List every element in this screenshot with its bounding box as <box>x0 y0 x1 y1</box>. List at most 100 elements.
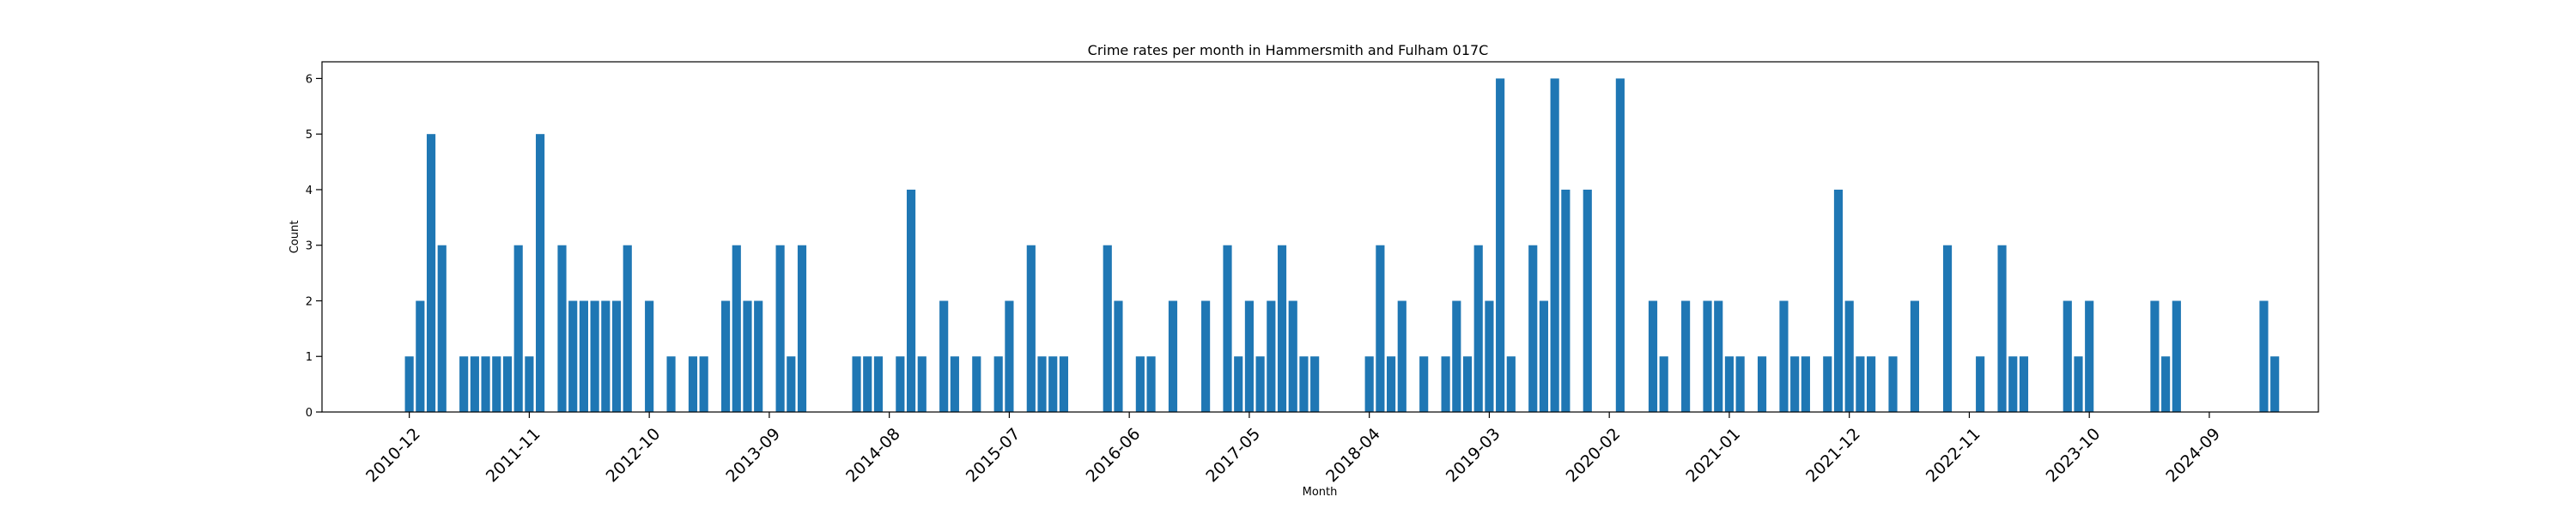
bar-2018-05 <box>1376 245 1385 412</box>
bar-2017-01 <box>1201 300 1211 412</box>
bars-group <box>404 78 2280 413</box>
bar-2022-12 <box>1976 356 1985 412</box>
bar-2017-08 <box>1277 245 1287 412</box>
bar-2013-06 <box>732 245 741 412</box>
x-tick-label: 2018-04 <box>1322 425 1384 487</box>
bar-2017-07 <box>1267 300 1276 412</box>
bar-2012-12 <box>666 356 676 412</box>
bar-2017-04 <box>1234 356 1243 412</box>
bar-2019-02 <box>1473 245 1483 412</box>
x-tick-label: 2019-03 <box>1443 425 1504 487</box>
bar-2020-06 <box>1648 300 1658 412</box>
bar-2018-04 <box>1364 356 1374 412</box>
x-tick-label: 2022-11 <box>1923 425 1984 487</box>
bar-2014-11 <box>917 356 927 412</box>
x-tick-label: 2013-09 <box>722 425 784 487</box>
bar-2011-06 <box>470 356 479 412</box>
bar-2023-04 <box>2019 356 2029 412</box>
bar-2021-10 <box>1823 356 1832 412</box>
bar-2019-04 <box>1496 78 1505 413</box>
bar-2014-09 <box>896 356 905 412</box>
y-tick-label: 1 <box>306 351 313 364</box>
bar-2015-02 <box>950 356 959 412</box>
bar-2018-07 <box>1397 300 1406 412</box>
x-tick-label: 2011-11 <box>483 425 544 487</box>
y-tick-label: 6 <box>306 73 313 86</box>
bar-2015-06 <box>993 356 1003 412</box>
bar-2021-01 <box>1724 356 1735 412</box>
bar-2019-08 <box>1539 300 1549 412</box>
bar-2019-07 <box>1528 245 1538 412</box>
bar-2013-05 <box>721 300 731 412</box>
bar-2012-08 <box>623 245 632 412</box>
x-tick-label: 2017-05 <box>1202 425 1264 487</box>
bar-2011-01 <box>416 300 425 412</box>
bar-2018-06 <box>1387 356 1396 412</box>
x-tick-label: 2016-06 <box>1083 425 1145 487</box>
bar-2022-09 <box>1942 245 1953 412</box>
bar-2023-03 <box>2008 356 2018 412</box>
bar-2021-08 <box>1801 356 1810 412</box>
y-axis-label: Count <box>289 221 301 254</box>
bar-2024-05 <box>2161 356 2171 412</box>
bar-2013-07 <box>743 300 752 412</box>
bar-2020-03 <box>1615 78 1625 413</box>
bar-2021-07 <box>1790 356 1800 412</box>
bar-2012-04 <box>579 300 588 412</box>
bar-2021-11 <box>1833 189 1844 412</box>
bar-2018-09 <box>1419 356 1429 412</box>
bar-2013-02 <box>688 356 698 412</box>
bar-2015-10 <box>1037 356 1047 412</box>
plot-frame <box>321 61 2319 413</box>
bar-2012-05 <box>590 300 599 412</box>
bar-2011-05 <box>459 356 469 412</box>
bar-2011-11 <box>525 356 534 412</box>
bar-2019-01 <box>1462 356 1473 412</box>
bar-2013-08 <box>754 300 763 412</box>
bar-2024-06 <box>2172 300 2181 412</box>
bar-2023-02 <box>1997 245 2007 412</box>
bar-2012-03 <box>568 300 578 412</box>
x-tick-label: 2021-12 <box>1802 425 1864 487</box>
bar-2011-07 <box>481 356 490 412</box>
bar-2023-09 <box>2074 356 2083 412</box>
bar-2023-10 <box>2085 300 2094 412</box>
bar-2015-04 <box>972 356 981 412</box>
bar-2017-11 <box>1310 356 1320 412</box>
bar-2024-04 <box>2150 300 2160 412</box>
bar-2021-06 <box>1779 300 1789 412</box>
bar-2025-02 <box>2259 300 2269 412</box>
bar-2013-10 <box>775 245 785 412</box>
bar-2021-04 <box>1757 356 1767 412</box>
y-axis: 0 1 2 3 4 5 6 <box>306 73 322 420</box>
bar-2016-05 <box>1114 300 1123 412</box>
y-tick-label: 0 <box>306 407 313 420</box>
bar-2022-06 <box>1910 300 1919 412</box>
bar-2017-05 <box>1244 300 1254 412</box>
bar-2016-10 <box>1168 300 1178 412</box>
bar-2013-03 <box>699 356 708 412</box>
bar-2011-03 <box>437 245 447 412</box>
bar-2012-10 <box>645 300 654 412</box>
x-tick-label: 2015-07 <box>963 425 1024 487</box>
bar-2022-01 <box>1856 356 1865 412</box>
bar-2015-12 <box>1059 356 1069 412</box>
x-tick-label: 2021-01 <box>1682 425 1744 487</box>
bar-2020-11 <box>1703 300 1712 412</box>
y-tick-label: 3 <box>306 240 313 253</box>
x-axis-label: Month <box>1303 486 1338 499</box>
x-tick-label: 2014-08 <box>842 425 904 487</box>
bar-2025-03 <box>2270 356 2280 412</box>
bar-2013-11 <box>787 356 796 412</box>
bar-2012-06 <box>601 300 611 412</box>
bar-2012-07 <box>611 300 622 412</box>
bar-2015-11 <box>1048 356 1058 412</box>
bar-2019-05 <box>1506 356 1516 412</box>
bar-2021-02 <box>1735 356 1745 412</box>
bar-2011-10 <box>513 245 523 412</box>
bar-2018-11 <box>1441 356 1450 412</box>
bar-2022-02 <box>1867 356 1876 412</box>
x-tick-label: 2023-10 <box>2043 425 2105 487</box>
bar-2013-12 <box>797 245 807 412</box>
